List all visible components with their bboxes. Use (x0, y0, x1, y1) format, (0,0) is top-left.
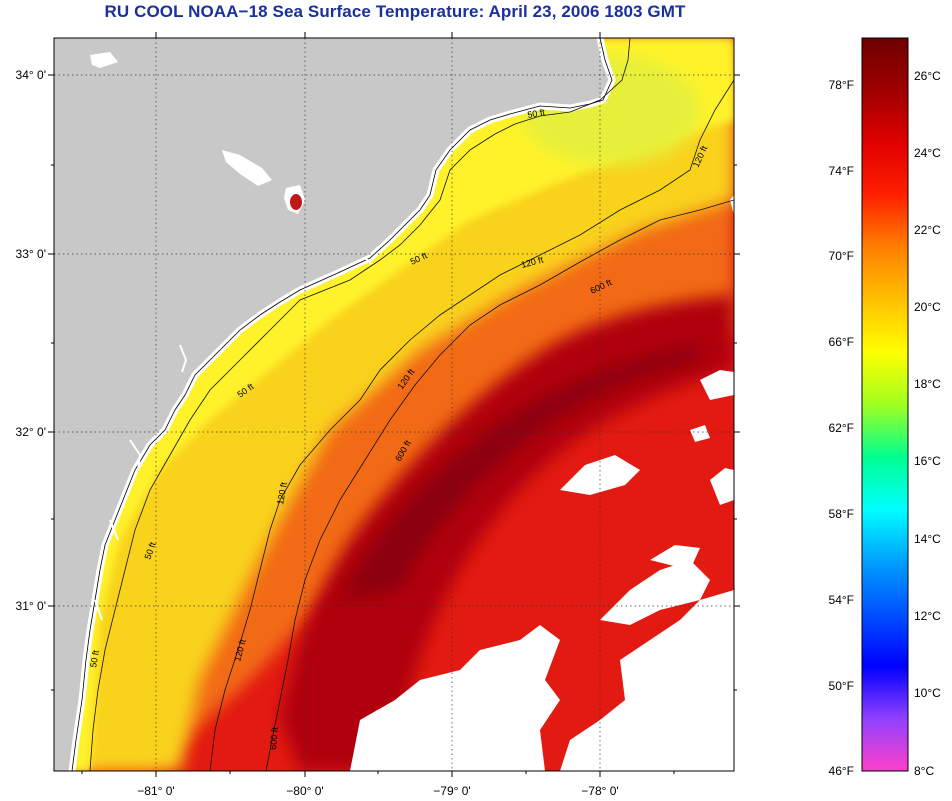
inland-lake-warm (290, 194, 302, 210)
estuaries (94, 257, 373, 621)
cb-f-label: 58°F (829, 507, 854, 521)
lat-label-31: 31° 0' (16, 599, 46, 613)
map-title: RU COOL NOAA−18 Sea Surface Temperature:… (104, 2, 686, 21)
lon-label-78: −78° 0' (581, 784, 618, 798)
cb-f-label: 46°F (829, 764, 854, 778)
contour-50ft (89, 38, 631, 771)
map-frame (53, 37, 735, 772)
colorbar-fahrenheit-labels: 78°F 74°F 70°F 66°F 62°F 58°F 54°F 50°F … (829, 78, 854, 778)
cb-c-label: 26°C (914, 69, 941, 83)
cb-c-label: 20°C (914, 300, 941, 314)
cb-c-label: 12°C (914, 609, 941, 623)
graticule (54, 38, 734, 771)
gulf-stream-core (280, 295, 734, 771)
lat-label-33: 33° 0' (16, 247, 46, 261)
axis-ticks (48, 32, 740, 777)
lat-label-34: 34° 0' (16, 68, 46, 82)
contour-120ft (209, 79, 734, 771)
contour-label: 50 ft (88, 649, 101, 668)
latitude-labels: 34° 0' 33° 0' 32° 0' 31° 0' (16, 68, 46, 613)
cb-c-label: 16°C (914, 454, 941, 468)
coastline (71, 38, 613, 771)
longitude-labels: −81° 0' −80° 0' −79° 0' −78° 0' (137, 784, 618, 798)
cb-c-label: 24°C (914, 146, 941, 160)
contour-label: 120 ft (275, 481, 289, 505)
cb-f-label: 54°F (829, 593, 854, 607)
cb-c-label: 14°C (914, 532, 941, 546)
contour-label: 50 ft (527, 107, 546, 120)
contour-600ft (265, 199, 734, 771)
lon-label-79: −79° 0' (433, 784, 470, 798)
colorbar-scale (861, 37, 909, 772)
sst-map (54, 38, 734, 771)
cb-c-label: 8°C (914, 764, 934, 778)
cb-c-label: 18°C (914, 377, 941, 391)
cb-c-label: 10°C (914, 686, 941, 700)
lon-label-81: −81° 0' (137, 784, 174, 798)
inland-lake (222, 150, 272, 186)
cb-f-label: 70°F (829, 249, 854, 263)
cb-f-label: 74°F (829, 164, 854, 178)
land-mass (54, 38, 612, 771)
cb-c-label: 22°C (914, 223, 941, 237)
cb-f-label: 78°F (829, 78, 854, 92)
gulf-stream-axis (340, 345, 700, 600)
cloud-cover (350, 195, 734, 771)
colorbar-celsius-labels: 26°C 24°C 22°C 20°C 18°C 16°C 14°C 12°C … (914, 69, 941, 778)
cb-f-label: 66°F (829, 335, 854, 349)
contour-label: 600 ft (268, 726, 280, 750)
lon-label-80: −80° 0' (286, 784, 323, 798)
lat-label-32: 32° 0' (16, 425, 46, 439)
inland-lake (90, 52, 118, 68)
cb-f-label: 62°F (829, 421, 854, 435)
cb-f-label: 50°F (829, 679, 854, 693)
colorbar: 78°F 74°F 70°F 66°F 62°F 58°F 54°F 50°F … (829, 37, 941, 778)
depth-contours (89, 38, 734, 771)
